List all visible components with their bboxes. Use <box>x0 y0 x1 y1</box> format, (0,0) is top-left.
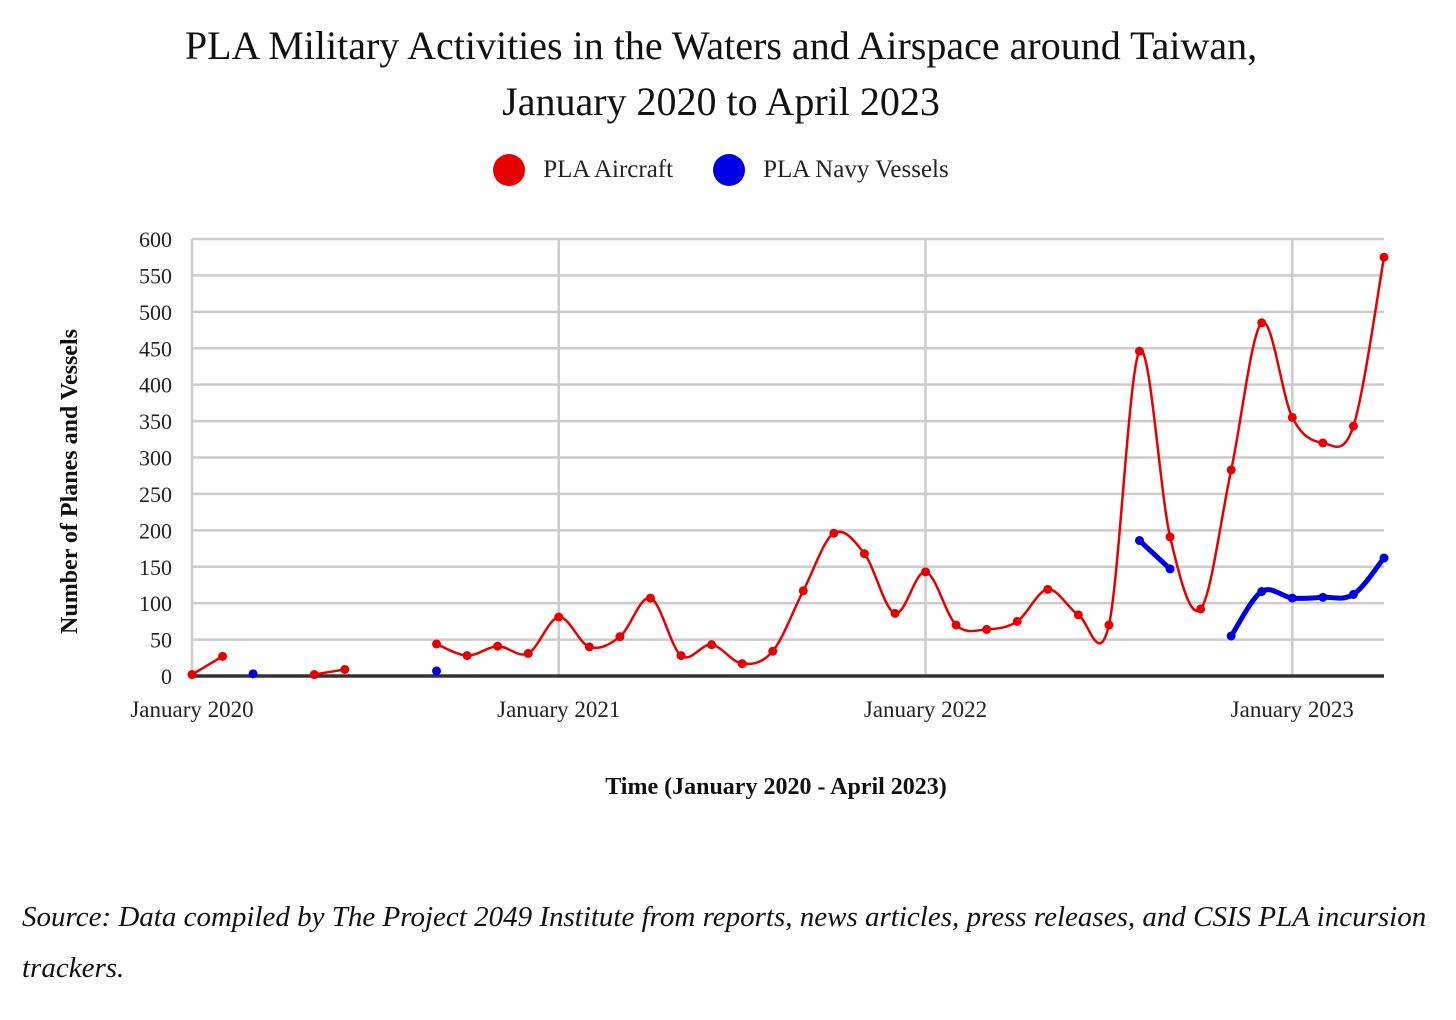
legend-swatch-aircraft <box>493 154 526 186</box>
y-tick-label: 500 <box>139 300 172 325</box>
vessels-data-point <box>432 666 442 676</box>
aircraft-data-point <box>768 646 778 656</box>
aircraft-data-point <box>1104 620 1114 630</box>
y-tick-label: 450 <box>139 336 172 361</box>
vessels-data-point <box>1226 631 1236 641</box>
aircraft-data-point <box>432 639 442 649</box>
vessels-data-point <box>1165 564 1175 574</box>
aircraft-data-point <box>921 567 931 577</box>
aircraft-data-point <box>493 641 503 651</box>
aircraft-data-point <box>1318 438 1328 448</box>
aircraft-data-point <box>462 651 472 661</box>
aircraft-data-point <box>218 651 228 661</box>
y-tick-label: 350 <box>139 409 172 434</box>
aircraft-data-point <box>829 528 839 538</box>
aircraft-data-point <box>890 608 900 618</box>
aircraft-data-point <box>676 651 686 661</box>
aircraft-data-point <box>1073 610 1083 620</box>
x-tick-label: January 2021 <box>497 697 620 722</box>
aircraft-data-point <box>951 620 961 630</box>
legend-label-vessels: PLA Navy Vessels <box>763 156 949 183</box>
x-tick-label: January 2020 <box>130 697 253 722</box>
y-tick-label: 0 <box>161 664 172 689</box>
aircraft-data-point <box>1196 604 1206 614</box>
aircraft-data-point <box>982 624 992 634</box>
chart-title-line-1: PLA Military Activities in the Waters an… <box>184 23 1258 68</box>
aircraft-data-point <box>1134 346 1144 356</box>
aircraft-data-point <box>1043 584 1053 594</box>
aircraft-data-point <box>309 670 319 680</box>
aircraft-data-point <box>1226 465 1236 475</box>
vessels-series-line <box>1228 555 1387 639</box>
y-tick-label: 600 <box>139 227 172 252</box>
aircraft-data-point <box>187 670 197 680</box>
aircraft-data-point <box>1379 252 1389 262</box>
aircraft-series-line <box>190 655 224 676</box>
chart-title: PLA Military Activities in the Waters an… <box>0 18 1442 130</box>
aircraft-data-point <box>615 632 625 642</box>
aircraft-data-point <box>523 648 533 658</box>
aircraft-data-point <box>554 612 564 622</box>
x-axis-title: Time (January 2020 - April 2023) <box>605 774 947 800</box>
vessels-data-point <box>1379 553 1389 563</box>
y-tick-label: 200 <box>139 518 172 543</box>
aircraft-data-point <box>645 593 655 603</box>
legend-item-vessels: PLA Navy Vessels <box>713 154 949 186</box>
chart-legend: PLA Aircraft PLA Navy Vessels <box>0 154 1442 186</box>
y-axis-title: Number of Planes and Vessels <box>57 329 83 634</box>
aircraft-data-point <box>1165 532 1175 542</box>
y-tick-label: 300 <box>139 446 172 471</box>
aircraft-series-line <box>313 668 347 676</box>
vessels-data-point <box>1348 589 1358 599</box>
x-tick-label: January 2023 <box>1231 697 1354 722</box>
y-tick-label: 150 <box>139 555 172 580</box>
aircraft-data-point <box>1348 421 1358 431</box>
chart-plot: 0 50 100 150 200 250 300 350 400 450 500 550 600 Janu… <box>57 227 1389 800</box>
aircraft-data-point <box>584 642 594 652</box>
aircraft-data-point <box>340 664 350 674</box>
x-tick-label: January 2022 <box>864 697 987 722</box>
legend-swatch-vessels <box>713 154 746 186</box>
y-tick-label: 100 <box>139 591 172 616</box>
aircraft-data-point <box>798 586 808 596</box>
chart-title-line-2: January 2020 to April 2023 <box>502 79 940 124</box>
aircraft-data-point <box>1012 616 1022 626</box>
aircraft-data-point <box>737 659 747 669</box>
vessels-data-point <box>1287 593 1297 603</box>
vessels-data-point <box>1318 592 1328 602</box>
aircraft-data-point <box>1287 412 1297 422</box>
y-tick-label: 550 <box>139 263 172 288</box>
legend-label-aircraft: PLA Aircraft <box>543 156 674 183</box>
y-tick-label: 400 <box>139 373 172 398</box>
vessels-series-line <box>1136 538 1173 572</box>
y-tick-label: 250 <box>139 482 172 507</box>
aircraft-data-point <box>707 640 717 650</box>
aircraft-data-point <box>1257 318 1267 328</box>
aircraft-data-point <box>859 549 869 559</box>
y-tick-label: 50 <box>150 628 172 653</box>
vessels-data-point <box>248 669 258 679</box>
legend-item-aircraft: PLA Aircraft <box>493 154 673 186</box>
source-note: Source: Data compiled by The Project 204… <box>22 901 1427 984</box>
vessels-data-point <box>1257 587 1267 597</box>
vessels-data-point <box>1134 536 1144 546</box>
